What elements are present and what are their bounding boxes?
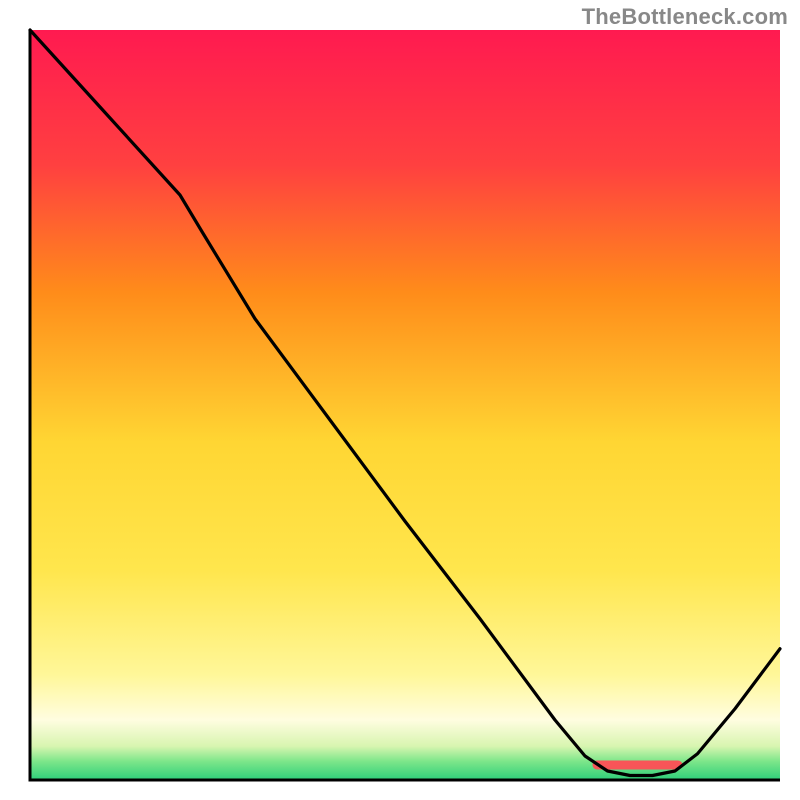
bottleneck-chart — [0, 0, 800, 800]
chart-svg — [0, 0, 800, 800]
watermark-text: TheBottleneck.com — [582, 4, 788, 30]
chart-background — [30, 30, 780, 780]
